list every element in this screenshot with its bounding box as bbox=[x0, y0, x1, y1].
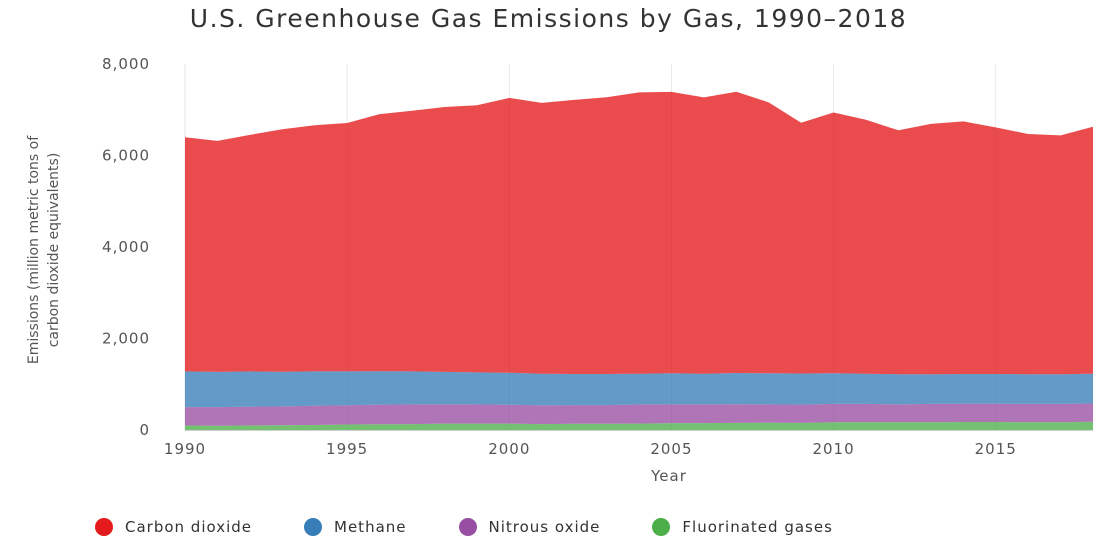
x-tick-label: 2010 bbox=[812, 440, 854, 458]
legend-marker-icon bbox=[458, 518, 477, 536]
area-fluorinated-gases bbox=[185, 421, 1093, 430]
area-methane bbox=[185, 371, 1093, 408]
legend-item-nitrous-oxide[interactable]: Nitrous oxide bbox=[458, 518, 601, 536]
legend-label: Fluorinated gases bbox=[682, 518, 833, 536]
legend-marker-icon bbox=[95, 518, 113, 536]
legend-item-carbon-dioxide[interactable]: Carbon dioxide bbox=[95, 518, 252, 536]
x-tick-label: 2015 bbox=[975, 440, 1017, 458]
legend-label: Methane bbox=[334, 518, 407, 536]
legend-marker-icon bbox=[304, 518, 323, 536]
y-tick-label: 8,000 bbox=[102, 55, 150, 73]
y-axis-label: Emissions (million metric tons of carbon … bbox=[26, 135, 62, 364]
y-axis-label-line: Emissions (million metric tons of bbox=[26, 135, 42, 364]
x-tick-label: 1990 bbox=[164, 440, 206, 458]
area-carbon-dioxide bbox=[185, 91, 1093, 375]
legend-label: Carbon dioxide bbox=[125, 518, 253, 536]
chart-title: U.S. Greenhouse Gas Emissions by Gas, 19… bbox=[189, 4, 908, 33]
x-axis-label: Year bbox=[650, 467, 687, 485]
y-axis-label-line: carbon dioxide equivalents) bbox=[46, 153, 62, 348]
y-tick-label: 4,000 bbox=[102, 238, 150, 256]
legend-marker-icon bbox=[652, 518, 671, 536]
legend-item-fluorinated-gases[interactable]: Fluorinated gases bbox=[652, 518, 832, 536]
y-tick-label: 6,000 bbox=[102, 147, 150, 165]
x-tick-label: 1995 bbox=[326, 440, 368, 458]
area-nitrous-oxide bbox=[185, 403, 1093, 426]
y-tick-label: 2,000 bbox=[102, 330, 150, 348]
y-tick-label: 0 bbox=[139, 421, 150, 439]
legend-label: Nitrous oxide bbox=[488, 518, 601, 536]
x-tick-label: 2000 bbox=[488, 440, 530, 458]
legend-item-methane[interactable]: Methane bbox=[304, 518, 407, 536]
legend: Carbon dioxide Methane Nitrous oxide Fluori… bbox=[95, 510, 865, 544]
x-tick-label: 2005 bbox=[650, 440, 692, 458]
